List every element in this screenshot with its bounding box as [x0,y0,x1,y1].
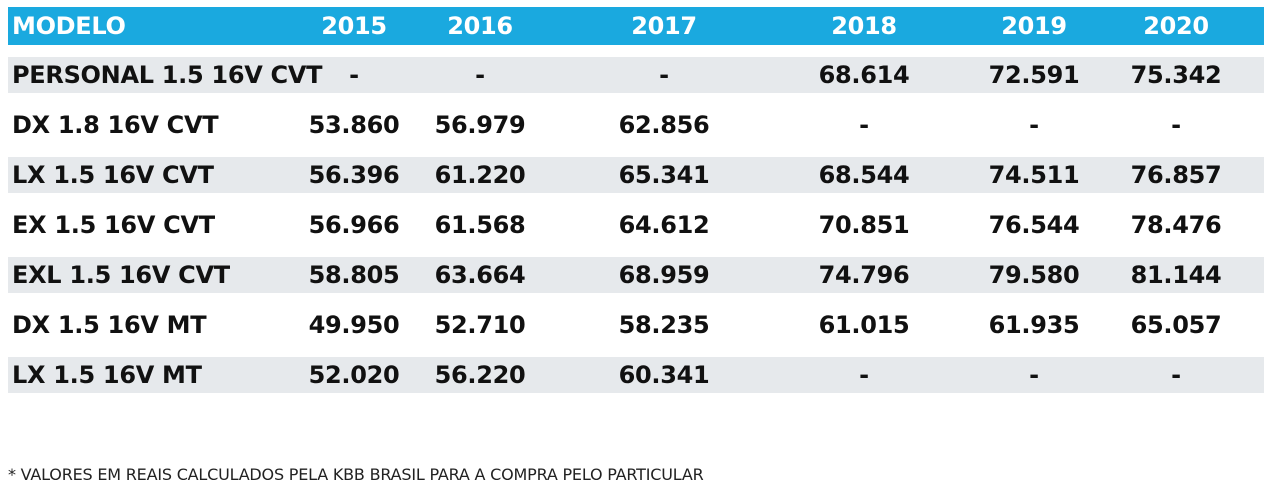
price-cell: 79.580 [988,261,1080,289]
table-row: EX 1.5 16V CVT 56.966 61.568 64.612 70.851 76… [8,207,1264,243]
price-table: MODELO 2015 2016 2017 2018 2019 2020 PER… [8,7,1264,407]
price-cell: - [1029,361,1039,389]
header-2017: 2017 [631,12,697,40]
header-modelo: MODELO [12,12,126,40]
price-cell: 58.805 [308,261,400,289]
price-cell: 74.511 [988,161,1080,189]
price-cell: 58.235 [618,311,710,339]
price-cell: 76.857 [1130,161,1222,189]
price-cell: 65.341 [618,161,710,189]
price-cell: 64.612 [618,211,710,239]
price-cell: 56.396 [308,161,400,189]
header-2019: 2019 [1001,12,1067,40]
price-cell: 65.057 [1130,311,1222,339]
price-cell: 56.979 [434,111,526,139]
price-cell: 76.544 [988,211,1080,239]
price-cell: 61.220 [434,161,526,189]
price-cell: - [859,361,869,389]
price-cell: 78.476 [1130,211,1222,239]
model-name-cell: EX 1.5 16V CVT [12,211,215,239]
price-cell: 49.950 [308,311,400,339]
price-cell: - [859,111,869,139]
header-2018: 2018 [831,12,897,40]
table-header-row: MODELO 2015 2016 2017 2018 2019 2020 [8,7,1264,45]
price-cell: 68.614 [818,61,910,89]
price-cell: - [349,61,359,89]
footnote: * VALORES EM REAIS CALCULADOS PELA KBB B… [8,465,704,484]
header-2020: 2020 [1143,12,1209,40]
table-row: DX 1.5 16V MT 49.950 52.710 58.235 61.015 61.… [8,307,1264,343]
model-name-cell: DX 1.5 16V MT [12,311,207,339]
price-cell: - [659,61,669,89]
price-cell: 68.544 [818,161,910,189]
price-cell: 52.020 [308,361,400,389]
table-row: LX 1.5 16V MT 52.020 56.220 60.341 - - - [8,357,1264,393]
price-cell: 52.710 [434,311,526,339]
price-cell: 60.341 [618,361,710,389]
price-cell: 63.664 [434,261,526,289]
header-2016: 2016 [447,12,513,40]
price-cell: 75.342 [1130,61,1222,89]
price-cell: 74.796 [818,261,910,289]
model-name-cell: EXL 1.5 16V CVT [12,261,230,289]
price-cell: 61.015 [818,311,910,339]
price-cell: - [475,61,485,89]
model-name-cell: LX 1.5 16V MT [12,361,202,389]
table-row: DX 1.8 16V CVT 53.860 56.979 62.856 - - - [8,107,1264,143]
price-cell: - [1171,111,1181,139]
price-cell: 81.144 [1130,261,1222,289]
price-cell: - [1171,361,1181,389]
price-cell: 70.851 [818,211,910,239]
price-cell: 56.966 [308,211,400,239]
table-row: EXL 1.5 16V CVT 58.805 63.664 68.959 74.796 7… [8,257,1264,293]
price-cell: - [1029,111,1039,139]
model-name-cell: PERSONAL 1.5 16V CVT [12,61,323,89]
header-2015: 2015 [321,12,387,40]
model-name-cell: DX 1.8 16V CVT [12,111,219,139]
table-body: PERSONAL 1.5 16V CVT - - -68.614 72.591 75.34… [8,57,1264,393]
table-row: LX 1.5 16V CVT 56.396 61.220 65.341 68.544 74… [8,157,1264,193]
price-cell: 62.856 [618,111,710,139]
price-cell: 72.591 [988,61,1080,89]
price-cell: 61.935 [988,311,1080,339]
price-cell: 53.860 [308,111,400,139]
price-cell: 56.220 [434,361,526,389]
price-cell: 61.568 [434,211,526,239]
price-cell: 68.959 [618,261,710,289]
model-name-cell: LX 1.5 16V CVT [12,161,214,189]
table-row: PERSONAL 1.5 16V CVT - - -68.614 72.591 75.34… [8,57,1264,93]
